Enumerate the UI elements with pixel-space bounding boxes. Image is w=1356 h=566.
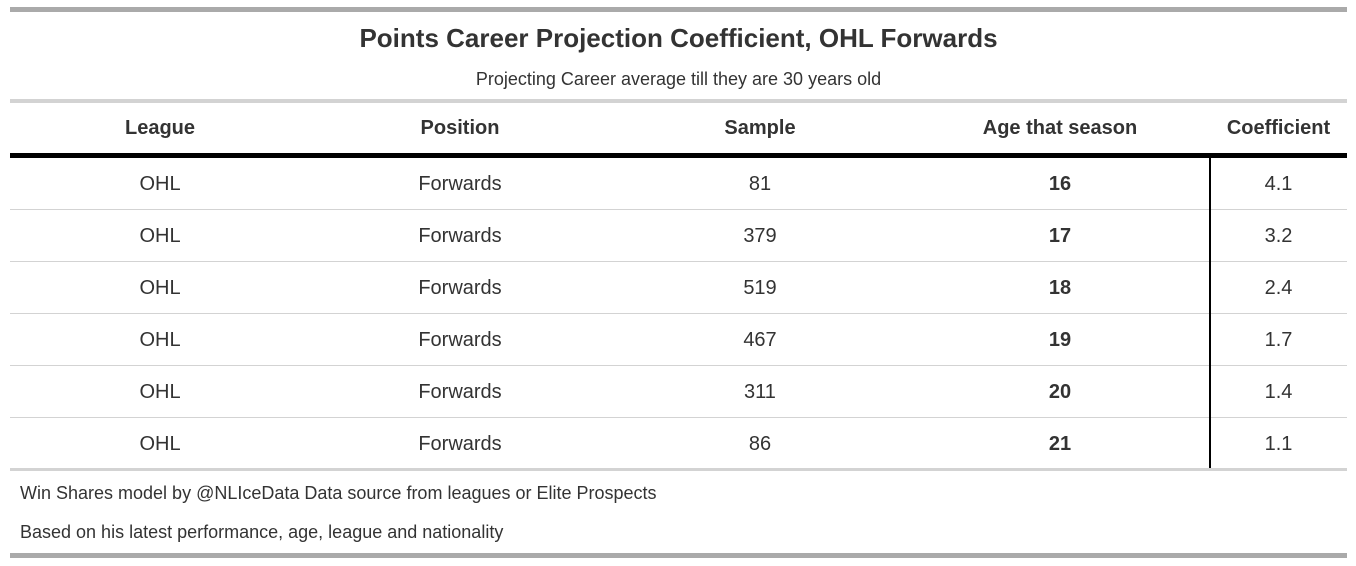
table-body-end-rule [10, 468, 1347, 471]
table-cell-age: 20 [1048, 381, 1072, 403]
footnote-source: Win Shares model by @NLIceData Data sour… [20, 483, 657, 503]
table-cell-position: Forwards [418, 225, 502, 247]
table-subtitle: Projecting Career average till they are … [475, 69, 882, 89]
table-title: Points Career Projection Coefficient, OH… [359, 23, 998, 53]
bottom-rule [10, 553, 1347, 558]
table-cell-coefficient: 4.1 [1264, 173, 1293, 195]
column-header-position: Position [420, 117, 500, 139]
table-cell-league: OHL [139, 433, 181, 455]
table-cell-sample: 519 [743, 277, 777, 299]
table-cell-sample: 379 [743, 225, 777, 247]
table-cell-coefficient: 3.2 [1264, 225, 1293, 247]
column-header-age: Age that season [982, 117, 1138, 139]
table-cell-position: Forwards [418, 173, 502, 195]
coefficient-column-divider [1209, 158, 1211, 469]
row-divider [10, 261, 1347, 262]
table-cell-position: Forwards [418, 329, 502, 351]
table-cell-age: 18 [1048, 277, 1072, 299]
table-cell-position: Forwards [418, 433, 502, 455]
table-cell-sample: 467 [743, 329, 777, 351]
row-divider [10, 417, 1347, 418]
table-cell-sample: 81 [748, 173, 772, 195]
table-cell-sample: 86 [748, 433, 772, 455]
row-divider [10, 313, 1347, 314]
table-cell-age: 21 [1048, 433, 1072, 455]
row-divider [10, 209, 1347, 210]
table-cell-league: OHL [139, 381, 181, 403]
column-header-sample: Sample [724, 117, 796, 139]
table-cell-league: OHL [139, 277, 181, 299]
table-cell-league: OHL [139, 173, 181, 195]
footnote-method: Based on his latest performance, age, le… [20, 522, 504, 542]
table-cell-age: 19 [1048, 329, 1072, 351]
column-header-league: League [124, 117, 196, 139]
table-cell-position: Forwards [418, 277, 502, 299]
table-cell-age: 17 [1048, 225, 1072, 247]
column-header-coefficient: Coefficient [1226, 117, 1331, 139]
table-cell-coefficient: 1.1 [1264, 433, 1293, 455]
table-cell-league: OHL [139, 329, 181, 351]
table-cell-position: Forwards [418, 381, 502, 403]
top-rule [10, 7, 1347, 12]
table-cell-coefficient: 1.7 [1264, 329, 1293, 351]
table-cell-league: OHL [139, 225, 181, 247]
table-cell-coefficient: 2.4 [1264, 277, 1293, 299]
header-top-rule [10, 99, 1347, 103]
row-divider [10, 365, 1347, 366]
table-cell-coefficient: 1.4 [1264, 381, 1293, 403]
table-cell-age: 16 [1048, 173, 1072, 195]
table-cell-sample: 311 [744, 381, 776, 403]
header-bottom-rule [10, 153, 1347, 158]
